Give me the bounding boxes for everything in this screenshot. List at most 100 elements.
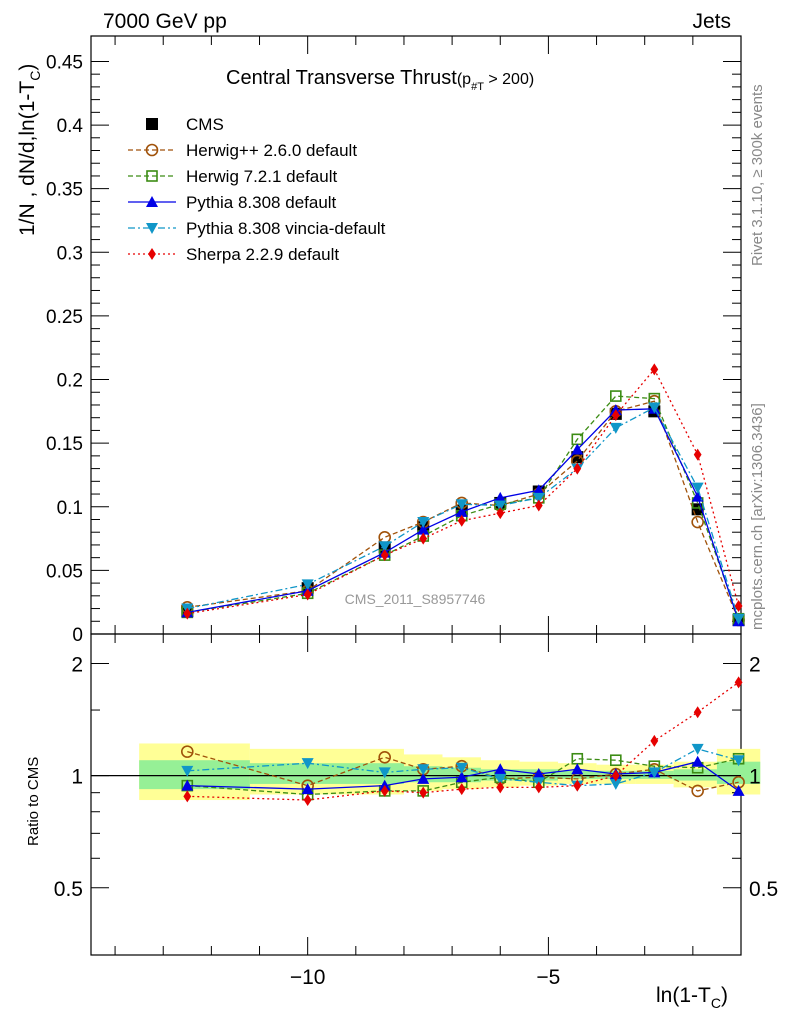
ratio-point-vincia [181,765,194,777]
point-pythia [494,491,507,503]
ratio-point-vincia [301,758,314,770]
ratio-point-sherpa [419,786,428,799]
series-sherpa [183,363,743,620]
ratio-ytick-label-left: 2 [71,653,83,676]
point-pythia [532,484,545,496]
legend-marker-pythia [146,196,158,207]
ratio-point-sherpa [611,769,620,782]
ratio-line-sherpa [187,681,739,801]
point-sherpa [693,448,702,461]
main-ytick-label: 0.45 [46,52,83,73]
rivet-label: Rivet 3.1.10, ≥ 300k events [749,84,766,266]
point-sherpa [734,600,743,613]
ratio-point-sherpa [734,676,743,689]
ratio-ytick-label-left: 0.5 [54,878,83,901]
watermark: CMS_2011_S8957746 [345,591,486,607]
main-ylabel-text: 1/N , dN/d,ln(1-T [16,81,39,236]
series-vincia [181,402,745,625]
legend-label-vincia: Pythia 8.308 vincia-default [186,219,386,238]
ratio-ytick-label-right: 2 [749,653,761,676]
point-vincia [417,517,430,529]
ratio-ytick-label-right: 1 [749,766,761,789]
legend-marker-herwig7 [146,170,158,182]
point-vincia [532,492,545,504]
point-vincia [648,402,661,414]
point-sherpa [457,514,466,527]
legend-entry-herwig7: Herwig 7.2.1 default [128,167,337,186]
ratio-point-pythia [301,783,314,795]
main-ytick-label: 0.05 [46,561,83,582]
main-ytick-label: 0 [72,625,83,646]
ratio-point-herwig7 [610,754,622,767]
mcplots-label: mcplots.cern.ch [arXiv:1306.3436] [749,403,766,630]
main-ytick-label: 0.15 [46,434,83,455]
uncertainty-band-green [558,770,597,779]
main-ytick-label: 0.25 [46,307,83,328]
ratio-line-herwig7 [187,758,739,796]
point-vincia [609,422,622,434]
ratio-series-vincia [181,743,745,792]
ratio-ytick-label-right: 0.5 [749,878,778,901]
ratio-point-vincia [691,743,704,755]
ratio-point-pythia [532,768,545,780]
xlabel: ln(1-TC) [656,984,728,1011]
main-panel-layer: 0 0.05 0.1 0.15 0.2 0.25 0.3 0.35 0.4 0.45 [46,35,745,646]
legend-label-sherpa: Sherpa 2.2.9 default [186,245,339,264]
main-ylabel-sub: C [27,71,43,81]
xlabel-sub: C [711,995,721,1011]
legend-marker-herwigpp [145,143,159,157]
chart-title: Central Transverse Thrust(p#T > 200) [226,67,534,93]
ratio-point-sherpa [534,781,543,794]
main-ytick-label: 0.2 [57,371,83,392]
ratio-point-sherpa [380,784,389,797]
title-sub: (p [457,71,471,88]
ratio-line-herwigpp [187,750,739,792]
point-vincia [455,499,468,511]
point-sherpa [650,363,659,376]
ratio-point-sherpa [457,783,466,796]
legend-entry-vincia: Pythia 8.308 vincia-default [128,219,386,238]
uncertainty-band-green [673,769,717,781]
legend-label-herwig7: Herwig 7.2.1 default [186,167,337,186]
legend-label-herwigpp: Herwig++ 2.6.0 default [186,141,357,160]
series-line-herwigpp [187,400,740,621]
ratio-point-pythia [455,771,468,783]
uncertainty-band-green [716,761,761,784]
header-left: 7000 GeV pp [103,10,227,33]
legend-label-pythia: Pythia 8.308 default [186,193,337,212]
point-sherpa [611,409,620,422]
legend-entry-cms: CMS [146,115,224,134]
ratio-point-vincia [417,764,430,776]
ratio-point-sherpa [183,790,192,803]
point-herwigpp [378,531,392,544]
series-line-sherpa [187,368,740,615]
ratio-ytick-label-left: 1 [71,766,83,789]
ratio-point-sherpa [573,779,582,792]
legend-entry-pythia: Pythia 8.308 default [128,193,337,212]
ratio-point-herwigpp [691,784,704,798]
xlabel-tail: ) [721,984,728,1007]
point-herwigpp [691,515,704,529]
point-vincia [378,541,391,553]
xlabel-text: ln(1-T [656,984,711,1007]
main-ylabel-tail: ) [16,64,39,71]
ratio-line-pythia [187,760,739,792]
ratio-point-pythia [691,755,704,767]
ratio-point-herwigpp [378,751,392,764]
point-sherpa [496,507,505,520]
point-herwig7 [610,390,622,402]
ratio-point-vincia [609,778,622,790]
ratio-point-sherpa [693,706,702,719]
main-ytick-label: 0.1 [57,498,83,519]
legend-entry-sherpa: Sherpa 2.2.9 default [128,245,339,264]
ratio-point-pythia [571,763,584,775]
header-right: Jets [692,10,731,33]
ratio-point-herwigpp [180,745,194,758]
point-sherpa [303,588,312,601]
point-pythia [417,523,430,535]
ratio-point-sherpa [303,794,312,807]
point-vincia [301,579,314,591]
title-sub-index: #T [471,81,484,93]
point-pythia [455,505,468,517]
